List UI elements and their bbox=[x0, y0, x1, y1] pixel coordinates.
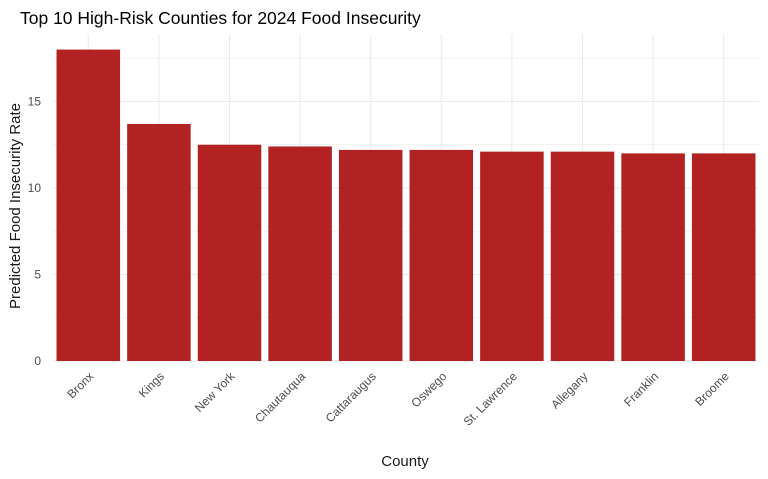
x-tick-label: Kings bbox=[136, 369, 167, 400]
y-axis-ticks: 0 5 10 15 bbox=[28, 94, 42, 368]
bar bbox=[550, 151, 615, 361]
bar bbox=[127, 123, 191, 361]
x-tick-label: St. Lawrence bbox=[461, 369, 521, 429]
x-tick-label: Allegany bbox=[548, 369, 590, 411]
bar bbox=[621, 153, 685, 361]
x-tick-label: Chautauqua bbox=[252, 369, 308, 425]
bar bbox=[338, 149, 403, 361]
bars bbox=[56, 49, 756, 361]
x-tick-label: Oswego bbox=[408, 369, 449, 410]
bar bbox=[409, 149, 474, 361]
y-axis-label: Predicted Food Insecurity Rate bbox=[7, 103, 24, 309]
x-axis-ticks: Bronx Kings New York Chautauqua Cattaraugus O… bbox=[64, 369, 732, 429]
y-tick-label: 0 bbox=[34, 354, 41, 368]
x-tick-label: Franklin bbox=[621, 369, 661, 409]
x-tick-label: New York bbox=[192, 369, 238, 415]
bar bbox=[691, 153, 756, 361]
x-tick-label: Bronx bbox=[64, 369, 96, 401]
bar bbox=[56, 49, 121, 361]
y-tick-label: 15 bbox=[28, 94, 42, 108]
bar bbox=[480, 151, 544, 361]
x-axis-label: County bbox=[381, 453, 429, 470]
bar bbox=[268, 146, 332, 361]
bar bbox=[197, 144, 262, 361]
chart-title: Top 10 High-Risk Counties for 2024 Food … bbox=[20, 8, 421, 28]
x-tick-label: Broome bbox=[692, 369, 732, 409]
y-tick-label: 10 bbox=[28, 181, 42, 195]
y-tick-label: 5 bbox=[34, 267, 41, 281]
x-tick-label: Cattaraugus bbox=[323, 369, 379, 425]
